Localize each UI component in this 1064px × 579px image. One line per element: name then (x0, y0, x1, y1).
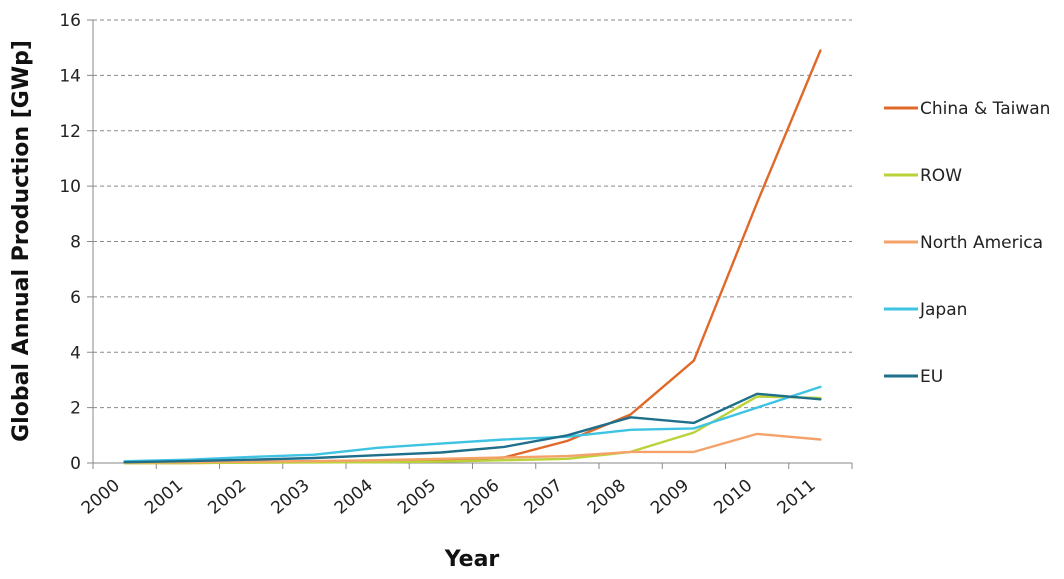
y-tick-label: 14 (59, 66, 81, 86)
series-line-china-taiwan (123, 49, 822, 465)
y-tick-label: 2 (70, 399, 81, 419)
x-tick-label: 2006 (457, 476, 503, 519)
y-tick-label: 10 (59, 177, 81, 197)
legend-label-row: ROW (920, 166, 962, 186)
x-tick-label: 2001 (141, 476, 187, 519)
x-tick-labels: 2000 2001 2002 2003 2004 2005 2006 2007 2008 2009… (78, 476, 820, 519)
y-tick-label: 8 (70, 233, 81, 253)
series-line-japan (123, 385, 822, 463)
x-tick-label: 2010 (710, 476, 756, 519)
x-tick-label: 2008 (584, 476, 630, 519)
y-tick-label: 4 (70, 343, 81, 363)
series-line-row (123, 395, 822, 465)
y-tick-labels: 0 2 4 6 8 10 12 14 16 (59, 11, 81, 474)
x-tick-label: 2009 (647, 476, 693, 519)
x-axis-title: Year (444, 547, 500, 572)
legend-label-china-taiwan: China & Taiwan (920, 99, 1050, 119)
x-tick-label: 2002 (204, 476, 250, 519)
y-tick-label: 6 (70, 288, 81, 308)
x-tick-label: 2003 (268, 476, 314, 519)
x-tick-label: 2007 (521, 476, 567, 519)
x-tick-label: 2005 (394, 476, 440, 519)
series-line-eu (123, 392, 822, 464)
legend-label-north-america: North America (920, 233, 1043, 253)
grid (93, 19, 852, 409)
legend-label-japan: Japan (919, 300, 967, 320)
legend: China & Taiwan ROW North America Japan EU (884, 99, 1050, 387)
x-tick-label: 2000 (78, 476, 124, 519)
y-tick-label: 0 (70, 454, 81, 474)
x-tick-label: 2004 (331, 476, 377, 519)
y-tick-label: 16 (59, 11, 81, 31)
y-tick-label: 12 (59, 122, 81, 142)
legend-label-eu: EU (920, 367, 943, 387)
series-lines (123, 49, 822, 465)
series-line-north-america (123, 432, 822, 464)
x-tick-label: 2011 (774, 476, 820, 519)
y-axis-title: Global Annual Production [GWp] (9, 40, 34, 442)
